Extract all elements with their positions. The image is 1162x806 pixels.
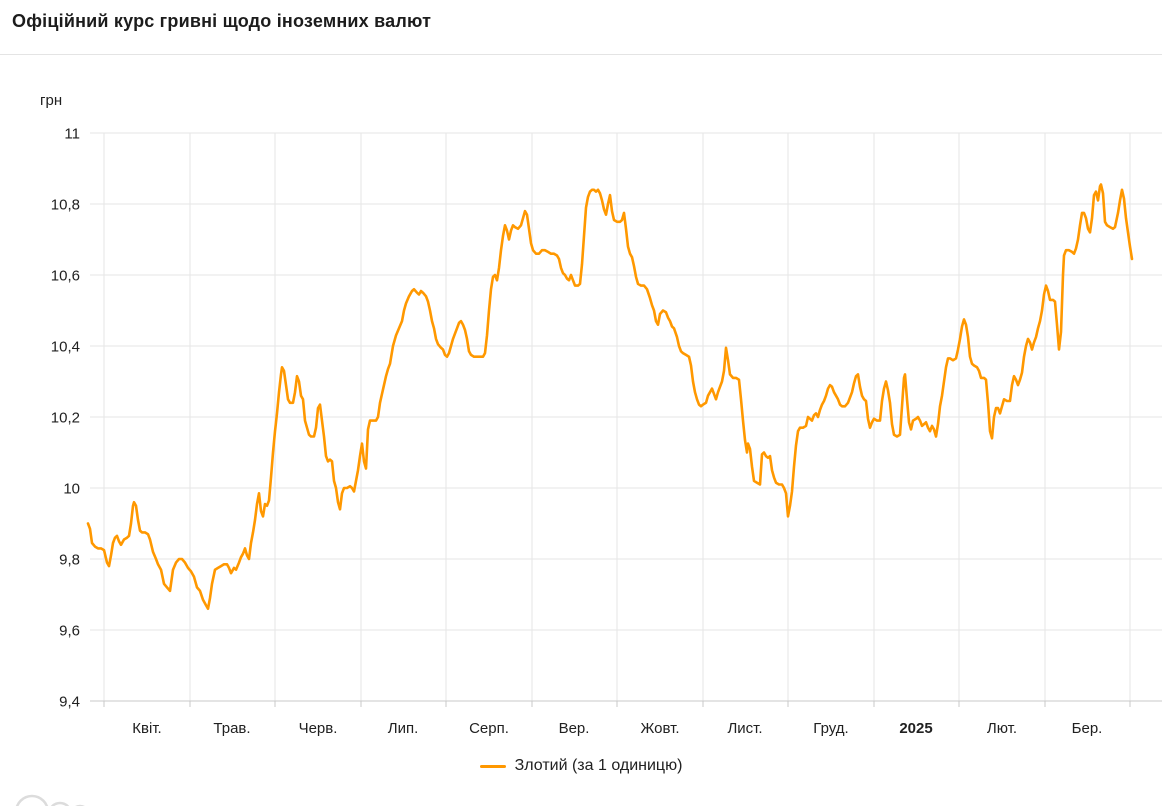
y-tick-label: 9,8	[59, 552, 80, 569]
page-title: Офіційний курс гривні щодо іноземних вал…	[12, 11, 432, 31]
x-tick-label: Черв.	[299, 720, 338, 737]
y-axis-unit-label: грн	[40, 92, 63, 109]
x-tick-label: 2025	[899, 720, 932, 737]
legend-item-zloty[interactable]: Злотий (за 1 одиницю)	[0, 757, 1162, 775]
x-tick-label: Серп.	[469, 720, 509, 737]
title-divider	[0, 54, 1162, 55]
x-tick-label: Лют.	[987, 720, 1017, 737]
y-tick-label: 11	[64, 126, 80, 143]
x-tick-label: Груд.	[813, 720, 848, 737]
y-tick-label: 10,6	[51, 268, 80, 285]
legend-line-swatch-icon	[479, 764, 506, 768]
x-tick-label: Лип.	[388, 720, 419, 737]
y-tick-label: 10,2	[51, 410, 80, 427]
watermark-logo	[15, 794, 49, 806]
x-tick-label: Жовт.	[640, 720, 679, 737]
y-tick-label: 10	[63, 481, 80, 498]
x-tick-label: Квіт.	[132, 720, 161, 737]
x-tick-label: Лист.	[727, 720, 762, 737]
legend-series-label: Злотий (за 1 одиницю)	[514, 757, 683, 774]
watermark-logo	[50, 801, 70, 806]
y-tick-label: 10,4	[51, 339, 80, 356]
y-tick-label: 10,8	[51, 197, 80, 214]
series-line-zloty[interactable]	[86, 183, 1134, 611]
x-tick-label: Бер.	[1072, 720, 1103, 737]
y-tick-label: 9,6	[59, 623, 80, 640]
x-tick-label: Вер.	[559, 720, 590, 737]
y-tick-label: 9,4	[59, 694, 80, 711]
x-tick-label: Трав.	[213, 720, 250, 737]
